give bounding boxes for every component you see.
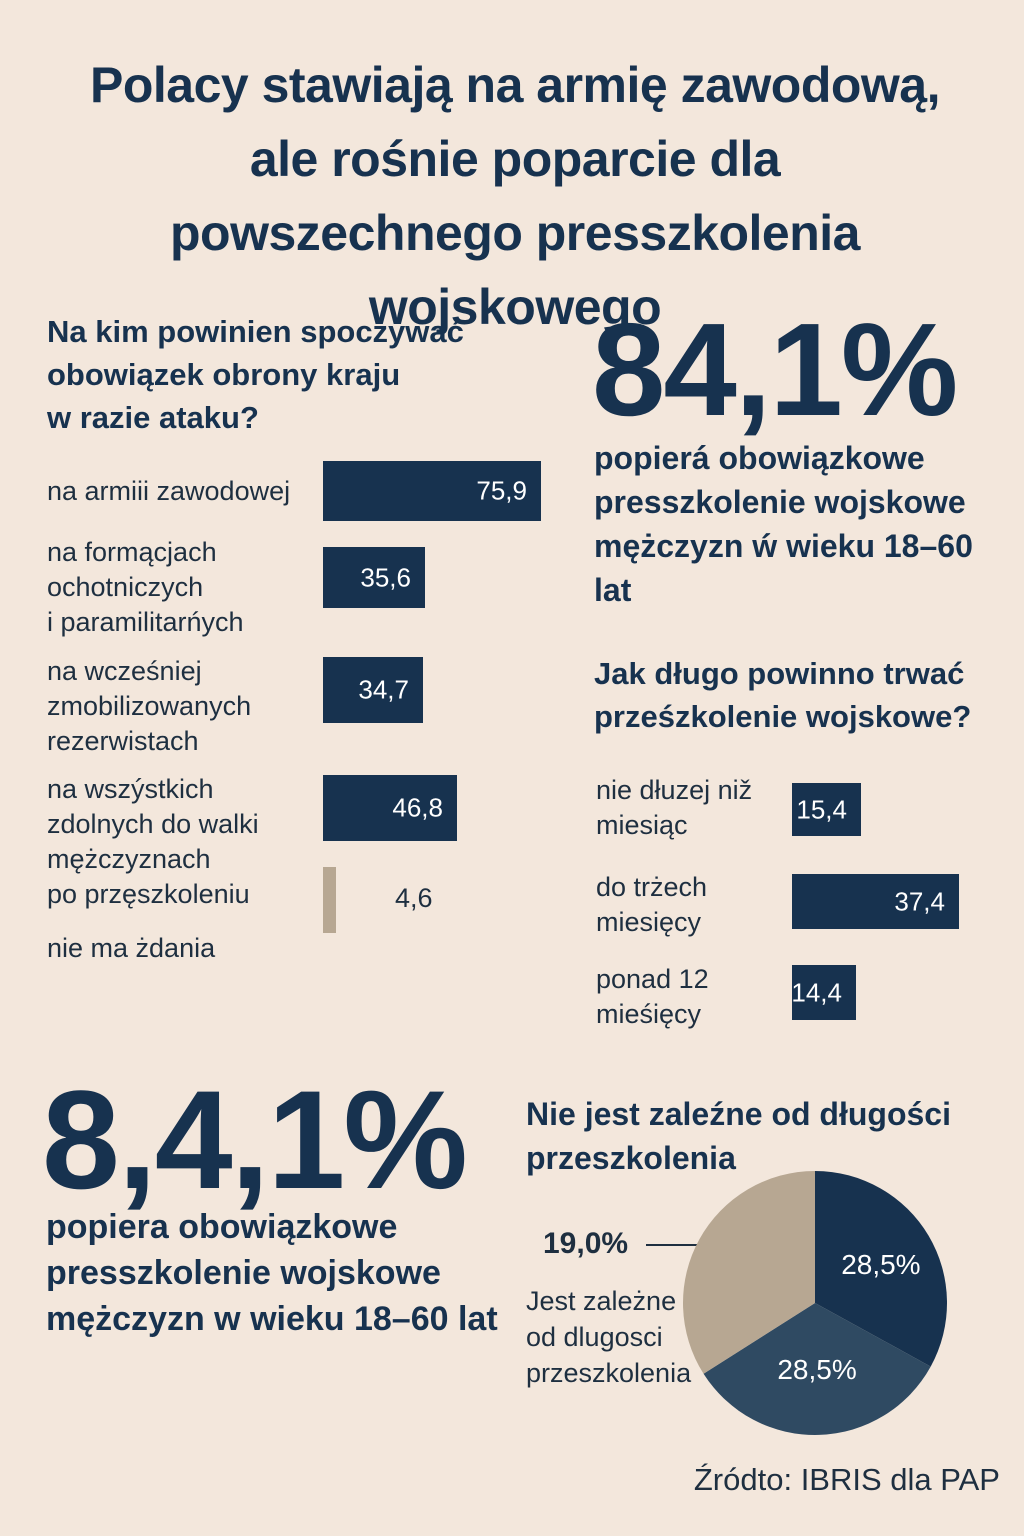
bar-ponad-12-miesiecy: 14,4 — [791, 965, 856, 1020]
bar-label: do trżech miesięcy — [596, 870, 707, 940]
bar-label-line: na armiii zawodowej — [47, 476, 291, 506]
pie-title-line: przeszkolenia — [526, 1140, 736, 1176]
bar-label-line: nie ma żdania — [47, 933, 216, 963]
big-stat-bottom: 8,4,1% — [42, 1061, 468, 1218]
right-question-line: Jak długo powinno trwać — [594, 656, 965, 691]
big-stat-bottom-text: popiera obowiązkowe presszkolenie wojsko… — [46, 1204, 498, 1342]
bar-label-line: nie dłuzej niž — [596, 775, 753, 805]
bar-label-line: po przęszkoleniu — [47, 879, 250, 909]
bar-value-outside: 4,6 — [395, 883, 433, 913]
bar-value: 75,9 — [476, 475, 527, 506]
bar-label-line: miesiąc — [596, 810, 688, 840]
pie-slice-navy — [815, 1171, 947, 1367]
pie-outside-label: 19,0% — [543, 1227, 629, 1260]
bar-rezerwisci: 34,7 — [323, 657, 423, 723]
bar-label-line: na formącjach — [47, 537, 217, 567]
title-line: Polacy stawiają na armię zawodową, — [89, 57, 941, 113]
bar-label-line: ponad 12 — [596, 964, 709, 994]
right-question-line: prześzkolenie wojskowe? — [594, 699, 972, 734]
bar-label-line: i paramilitarńych — [47, 607, 244, 637]
pie-slice-slate — [703, 1303, 931, 1435]
bar-brak-zdania — [323, 867, 336, 933]
bar-label: na wcześniej zmobilizowanych rezerwistac… — [47, 654, 251, 759]
stat-text-line: presszkolenie wojskowe — [46, 1254, 441, 1292]
bar-label: ponad 12 mieśięcy — [596, 962, 709, 1032]
pie-note-line: od dlugosci — [526, 1322, 663, 1352]
bar-label-line: zmobilizowanych — [47, 691, 252, 721]
bar-value: 14,4 — [791, 977, 842, 1007]
bar-label-line: mężczyznach — [47, 844, 211, 874]
bar-label: na formącjach ochotniczych i paramilitar… — [47, 535, 244, 640]
stat-text-line: popiera obowiązkowe — [46, 1208, 398, 1246]
pie-value-label: 28,5% — [841, 1249, 920, 1280]
bar-do-miesiaca: 15,4 — [792, 783, 861, 836]
bar-label: nie ma żdania — [47, 931, 215, 966]
bar-label-line: na wszýstkich — [47, 774, 214, 804]
big-stat-top-text: popierá obowiązkowe presszkolenie wojsko… — [594, 436, 973, 612]
stat-text-line: presszkolenie wojskowe — [594, 484, 966, 520]
bar-label-line: mieśięcy — [596, 999, 702, 1029]
pie-value-label: 28,5% — [777, 1354, 856, 1385]
bar-label: na armiii zawodowej — [47, 474, 290, 509]
big-stat-top: 84,1% — [592, 296, 958, 443]
stat-text-line: lat — [594, 572, 632, 608]
bar-label-line: na wcześniej — [47, 656, 202, 686]
stat-text-line: mężczyzn ẃ wieku 18–60 — [594, 528, 973, 564]
bar-armia-zawodowa: 75,9 — [323, 461, 541, 521]
bar-label: na wszýstkich zdolnych do walki mężczyzn… — [47, 772, 259, 912]
bar-label-line: do trżech — [596, 872, 708, 902]
bar-label-line: ochotniczych — [47, 572, 204, 602]
pie-leader-line — [646, 1244, 720, 1246]
pie-note-line: przeszkolenia — [526, 1358, 692, 1388]
bar-do-trzech-miesiecy: 37,4 — [792, 874, 959, 929]
bar-formacje-ochotnicze: 35,6 — [323, 547, 425, 608]
bar-label-line: rezerwistach — [47, 726, 199, 756]
pie-note-line: Jest zależne — [526, 1286, 677, 1316]
left-question-line: obowiązek obrony kraju — [47, 357, 401, 392]
pie-slice-beige — [683, 1171, 815, 1374]
pie-title-line: Nie jest zaleźne od długości — [526, 1096, 951, 1132]
bar-value: 46,8 — [392, 792, 443, 823]
bar-value: 34,7 — [358, 674, 409, 705]
bar-wszyscy-zdolni: 46,8 — [323, 775, 457, 841]
bar-value: 35,6 — [360, 562, 411, 592]
bar-label-line: miesięcy — [596, 907, 702, 937]
left-question-line: Na kim powinien spoczywać — [47, 314, 464, 349]
stat-text-line: mężczyzn w wieku 18–60 lat — [46, 1300, 498, 1338]
bar-label: nie dłuzej niž miesiąc — [596, 773, 752, 843]
pie-note: Jest zależne od dlugosci przeszkolenia — [526, 1283, 691, 1391]
page-title: Polacy stawiają na armię zawodową, ale r… — [20, 48, 1010, 344]
source-note: Źródto: IBRIS dla PAP — [693, 1462, 1000, 1497]
right-question: Jak długo powinno trwać prześzkolenie wo… — [594, 652, 971, 738]
left-question: Na kim powinien spoczywać obowiązek obro… — [47, 310, 464, 439]
pie-chart: 28,5% 28,5% — [683, 1171, 947, 1435]
title-line: ale rośnie poparcie dla — [249, 131, 781, 187]
pie-title: Nie jest zaleźne od długości przeszkolen… — [526, 1092, 951, 1180]
stat-text-line: popierá obowiązkowe — [594, 440, 925, 476]
bar-value: 15,4 — [796, 794, 847, 824]
title-line: powszechnego presszkolenia wojskowego — [170, 205, 860, 335]
bar-value: 37,4 — [894, 886, 945, 916]
left-question-line: w razie ataku? — [47, 400, 259, 435]
bar-label-line: zdolnych do walki — [47, 809, 259, 839]
